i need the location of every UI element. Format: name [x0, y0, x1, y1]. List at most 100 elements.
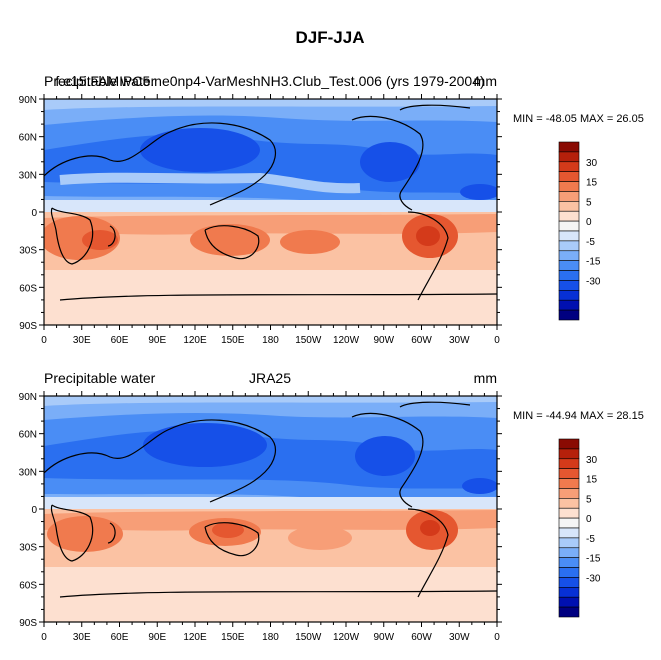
- colorbar-swatch: [558, 557, 580, 568]
- colorbar-swatch: [558, 280, 580, 291]
- colorbar: 30 15 5 0 -5 -15 -30: [558, 141, 601, 321]
- lat-tick-label: 90S: [19, 618, 37, 629]
- panel-units: mm: [474, 370, 497, 386]
- lon-tick-label: 60E: [111, 335, 129, 346]
- lat-tick-label: 90N: [19, 392, 37, 403]
- colorbar-swatch: [558, 250, 580, 261]
- figure-title: DJF-JJA: [296, 28, 365, 47]
- lon-axis: 0 30E 60E 90E 120E 150E 180 150W 120W 90W 60W 30W 0: [41, 94, 500, 346]
- colorbar-label: -30: [586, 573, 601, 584]
- colorbar-label: 30: [586, 158, 598, 169]
- lat-tick-label: 90S: [19, 321, 37, 332]
- lat-tick-label: 30S: [19, 543, 37, 554]
- lat-tick-label: 60N: [19, 133, 37, 144]
- colorbar: 30 15 5 0 -5 -15 -30: [558, 438, 601, 618]
- colorbar-swatch: [558, 151, 580, 163]
- lat-axis: 90N 60N 30N 0 30S 60S 90S: [19, 392, 502, 629]
- colorbar-swatch: [558, 596, 580, 608]
- lon-axis: 0 30E 60E 90E 120E 150E 180 150W 120W 90W 60W 30W 0: [41, 391, 500, 643]
- colorbar-swatch: [558, 260, 580, 271]
- colorbar-swatch: [558, 547, 580, 558]
- colorbar-label: 15: [586, 475, 598, 486]
- colorbar-swatch: [558, 517, 580, 529]
- colorbar-label: -5: [586, 237, 595, 248]
- panel-obs: Precipitable water JRA25 mm 90N60N30N030…: [19, 370, 644, 643]
- colorbar-swatch: [558, 309, 580, 321]
- lon-tick-label: 180: [262, 335, 279, 346]
- colorbar-label: -15: [586, 257, 601, 268]
- lat-tick-label: 30N: [19, 467, 37, 478]
- lon-tick-label: 180: [262, 632, 279, 643]
- colorbar-swatch: [558, 448, 580, 460]
- panel-center-title: JRA25: [249, 370, 291, 386]
- lat-tick-label: 0: [31, 505, 37, 516]
- lon-tick-label: 0: [494, 632, 500, 643]
- colorbar-swatch: [558, 290, 580, 301]
- colorbar-swatch: [558, 587, 580, 598]
- lon-tick-label: 90E: [148, 335, 166, 346]
- lon-tick-label: 0: [494, 335, 500, 346]
- lon-tick-label: 150W: [295, 632, 322, 643]
- lon-tick-label: 60W: [411, 632, 432, 643]
- coastlines: [44, 104, 497, 301]
- coastlines: [44, 401, 497, 598]
- lon-tick-label: 150E: [221, 335, 245, 346]
- colorbar-label: -15: [586, 554, 601, 565]
- lat-tick-label: 60S: [19, 283, 37, 294]
- colorbar-label: -5: [586, 534, 595, 545]
- lon-tick-label: 30E: [73, 632, 91, 643]
- colorbar-swatch: [558, 171, 580, 182]
- lon-tick-label: 150W: [295, 335, 322, 346]
- colorbar-label: 5: [586, 494, 592, 505]
- colorbar-swatch: [558, 240, 580, 252]
- lat-tick-label: 0: [31, 208, 37, 219]
- lat-tick-label: 90N: [19, 95, 37, 106]
- colorbar-label: 15: [586, 178, 598, 189]
- colorbar-label: 30: [586, 455, 598, 466]
- colorbar-swatch: [558, 468, 580, 479]
- map-field: [44, 396, 497, 622]
- lon-tick-label: 0: [41, 632, 47, 643]
- lon-tick-label: 120W: [333, 632, 360, 643]
- panel-model: Precipitable water f.e15.FAMIPC5.ne0np4-…: [19, 73, 644, 346]
- min-max-label: MIN = -44.94 MAX = 28.15: [513, 410, 644, 422]
- lat-tick-label: 60S: [19, 580, 37, 591]
- colorbar-swatch: [558, 488, 580, 499]
- lat-tick-label: 30N: [19, 170, 37, 181]
- lon-tick-label: 120E: [183, 632, 207, 643]
- colorbar-swatch: [558, 230, 580, 242]
- colorbar-swatch: [558, 181, 580, 192]
- colorbar-swatch: [558, 220, 580, 232]
- lon-tick-label: 90E: [148, 632, 166, 643]
- lon-tick-label: 90W: [373, 632, 394, 643]
- min-max-label: MIN = -48.05 MAX = 26.05: [513, 113, 644, 125]
- lon-tick-label: 60E: [111, 632, 129, 643]
- colorbar-swatch: [558, 577, 580, 588]
- colorbar-swatch: [558, 606, 580, 618]
- lon-tick-label: 150E: [221, 632, 245, 643]
- colorbar-label: -30: [586, 276, 601, 287]
- panel-center-title: f.e15.FAMIPC5.ne0np4-VarMeshNH3.Club_Tes…: [55, 73, 484, 89]
- lon-tick-label: 30W: [449, 335, 470, 346]
- map-field: [44, 99, 497, 325]
- lon-tick-label: 0: [41, 335, 47, 346]
- lat-axis: 90N 60N 30N 0 30S 60S 90S: [19, 95, 502, 332]
- colorbar-swatch: [558, 299, 580, 311]
- colorbar-label: 0: [586, 217, 592, 228]
- colorbar-swatch: [558, 191, 580, 202]
- panel-left-title: Precipitable water: [44, 370, 156, 386]
- lon-tick-label: 60W: [411, 335, 432, 346]
- lat-tick-label: 60N: [19, 430, 37, 441]
- colorbar-swatch: [558, 498, 580, 509]
- colorbar-label: 5: [586, 197, 592, 208]
- colorbar-swatch: [558, 527, 580, 539]
- lon-tick-label: 30E: [73, 335, 91, 346]
- colorbar-swatch: [558, 507, 580, 519]
- lon-tick-label: 90W: [373, 335, 394, 346]
- colorbar-swatch: [558, 161, 580, 172]
- colorbar-label: 0: [586, 514, 592, 525]
- colorbar-swatch: [558, 210, 580, 222]
- colorbar-swatch: [558, 478, 580, 489]
- panel-units: mm: [474, 73, 497, 89]
